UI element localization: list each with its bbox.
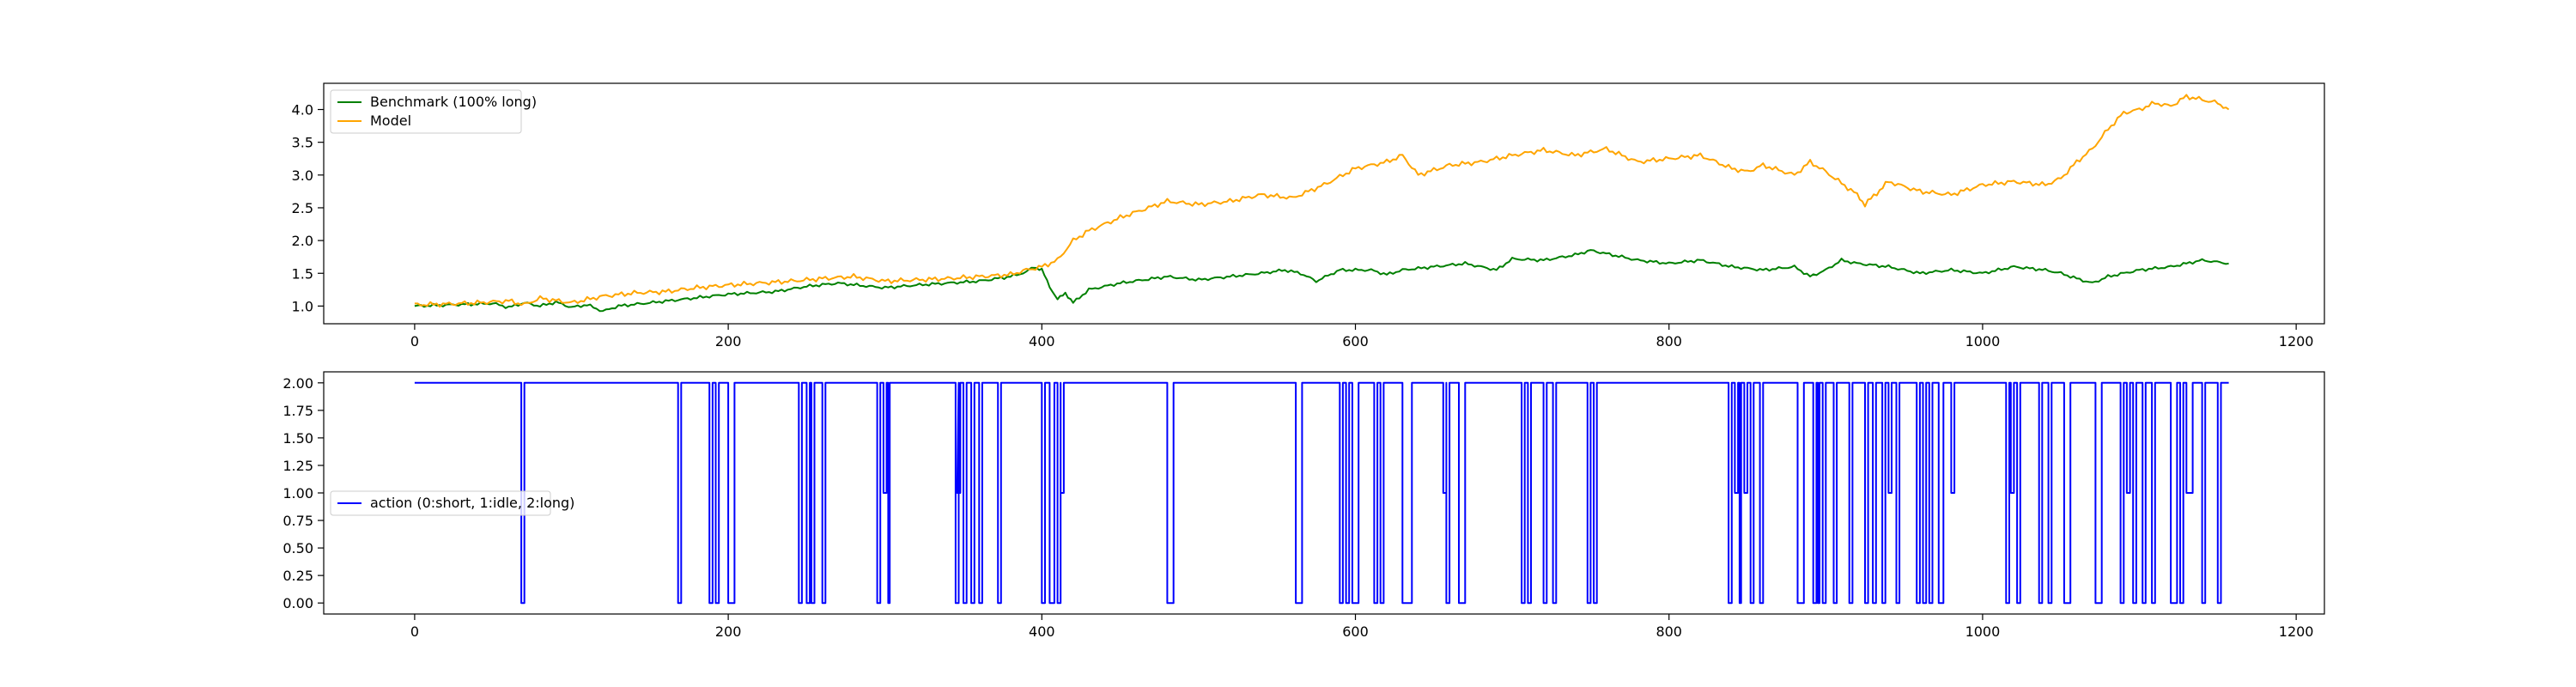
top-chart-frame xyxy=(323,82,2325,325)
x-tick-label: 800 xyxy=(1656,623,1682,640)
top-chart: 0 200 400 600 800 1000 1200 1.0 1.5 2.0 2.5 3.0 3.5… xyxy=(292,82,2325,350)
x-tick-label: 200 xyxy=(715,623,742,640)
legend-label-action: action (0:short, 1:idle, 2:long) xyxy=(370,495,574,511)
bottom-chart: 0 200 400 600 800 1000 1200 0.00 0.25 0.50 0.75 1.… xyxy=(283,371,2325,640)
y-tick-label: 0.50 xyxy=(283,540,313,556)
y-tick-label: 1.00 xyxy=(283,485,313,502)
y-tick-label: 0.25 xyxy=(283,568,313,584)
top-chart-series xyxy=(414,94,2230,313)
x-tick-label: 0 xyxy=(410,333,419,350)
x-tick-label: 600 xyxy=(1342,623,1369,640)
x-tick-label: 800 xyxy=(1656,333,1682,350)
legend-box xyxy=(330,89,522,134)
top-chart-x-axis: 0 200 400 600 800 1000 1200 xyxy=(410,324,2314,350)
y-tick-label: 1.5 xyxy=(292,265,313,282)
y-tick-label: 0.75 xyxy=(283,513,313,529)
y-tick-label: 2.5 xyxy=(292,200,313,216)
x-tick-label: 1200 xyxy=(2279,333,2314,350)
x-tick-label: 0 xyxy=(410,623,419,640)
x-tick-label: 400 xyxy=(1029,623,1055,640)
y-tick-label: 1.75 xyxy=(283,403,313,419)
legend-box xyxy=(330,490,551,516)
legend-label-benchmark: Benchmark (100% long) xyxy=(370,94,537,110)
y-tick-label: 1.50 xyxy=(283,430,313,447)
legend-label-model: Model xyxy=(370,112,411,129)
series-line-action-0-short-1-idle-2-long xyxy=(414,381,2229,605)
y-tick-label: 2.00 xyxy=(283,375,313,392)
x-tick-label: 1000 xyxy=(1965,333,2001,350)
y-tick-label: 4.0 xyxy=(292,102,313,119)
x-tick-label: 600 xyxy=(1342,333,1369,350)
series-line-model xyxy=(414,94,2230,308)
y-tick-label: 1.25 xyxy=(283,458,313,474)
y-tick-label: 2.0 xyxy=(292,233,313,249)
top-chart-legend: Benchmark (100% long) Model xyxy=(330,89,537,134)
bottom-chart-y-axis: 0.00 0.25 0.50 0.75 1.00 1.25 1.50 1.75 2.00 xyxy=(283,375,324,611)
bottom-chart-series xyxy=(414,381,2229,605)
bottom-chart-x-axis: 0 200 400 600 800 1000 1200 xyxy=(410,614,2314,640)
x-tick-label: 200 xyxy=(715,333,742,350)
x-tick-label: 1200 xyxy=(2279,623,2314,640)
y-tick-label: 1.0 xyxy=(292,298,313,314)
x-tick-label: 400 xyxy=(1029,333,1055,350)
y-tick-label: 3.5 xyxy=(292,135,313,151)
y-tick-label: 0.00 xyxy=(283,595,313,611)
x-tick-label: 1000 xyxy=(1965,623,2001,640)
bottom-chart-legend: action (0:short, 1:idle, 2:long) xyxy=(330,490,574,516)
series-line-benchmark-100-long xyxy=(414,249,2229,313)
top-chart-y-axis: 1.0 1.5 2.0 2.5 3.0 3.5 4.0 xyxy=(292,102,324,314)
y-tick-label: 3.0 xyxy=(292,167,313,184)
